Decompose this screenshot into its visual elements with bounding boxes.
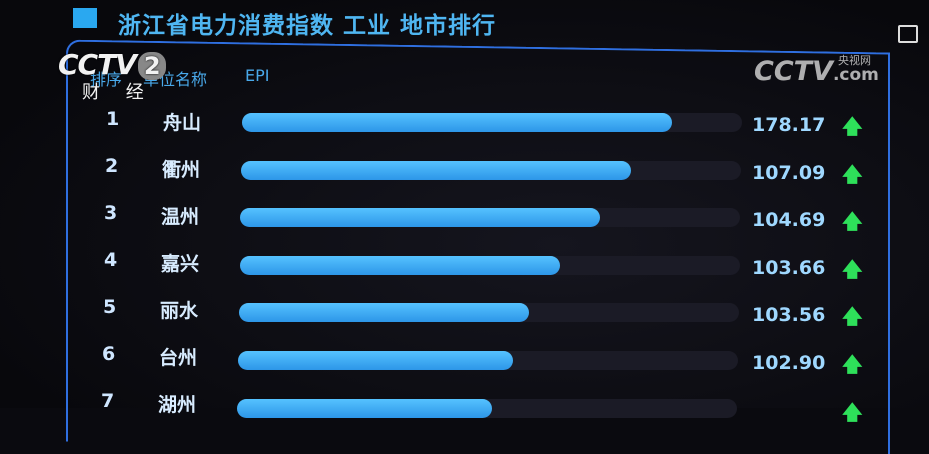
watermark-brand: CCTV — [754, 56, 833, 87]
bar-track — [238, 351, 738, 370]
bar-track — [240, 255, 740, 275]
channel-logo: CCTV 2 — [58, 48, 166, 81]
ranking-row: 2 衢州 107.09 🡅 — [0, 155, 929, 195]
up-arrow-icon: 🡅 — [842, 209, 863, 234]
row-rank: 3 — [104, 202, 118, 224]
watermark-suffix: .com — [832, 65, 879, 85]
row-name: 台州 — [159, 347, 198, 369]
row-value: 102.90 — [752, 352, 826, 374]
up-arrow-icon: 🡅 — [842, 161, 863, 186]
bar-track — [240, 208, 740, 228]
bar-fill — [240, 255, 560, 275]
row-name: 湖州 — [158, 394, 197, 416]
header-rank: 排序 — [90, 70, 123, 89]
row-name: 嘉兴 — [161, 253, 200, 275]
bar-track — [241, 160, 741, 180]
bar-track — [242, 113, 742, 132]
row-rank: 6 — [102, 343, 116, 365]
ranking-row: 6 台州 102.90 🡅 — [0, 343, 929, 383]
ranking-row: 4 嘉兴 103.66 🡅 — [0, 249, 929, 289]
bar-fill — [237, 398, 492, 418]
up-arrow-icon: 🡅 — [842, 399, 863, 424]
row-rank: 2 — [105, 155, 119, 177]
title-marker — [73, 8, 97, 28]
bar-fill — [241, 160, 631, 180]
row-name: 舟山 — [163, 112, 202, 134]
bar-fill — [242, 113, 672, 132]
logo-subtitle: 财 经 — [82, 82, 154, 103]
row-name: 温州 — [161, 206, 200, 228]
logo-brand: CCTV — [58, 48, 137, 81]
up-arrow-icon: 🡅 — [842, 256, 863, 281]
row-name: 丽水 — [160, 300, 199, 322]
row-value: 107.09 — [752, 161, 826, 184]
ranking-row: 1 舟山 178.17 🡅 — [0, 108, 929, 148]
watermark: CCTV.com — [754, 56, 879, 87]
row-rank: 4 — [104, 249, 118, 271]
bar-fill — [238, 351, 513, 370]
ranking-row: 5 丽水 103.56 🡅 — [0, 296, 929, 336]
row-rank: 1 — [106, 108, 120, 130]
row-value: 103.66 — [752, 256, 826, 279]
row-rank: 7 — [101, 390, 115, 412]
header-metric: EPI — [245, 66, 270, 85]
row-value: 103.56 — [752, 304, 826, 327]
picture-in-picture-icon[interactable] — [898, 25, 918, 43]
bar-track — [237, 398, 737, 418]
up-arrow-icon: 🡅 — [842, 114, 863, 138]
ranking-row: 3 温州 104.69 🡅 — [0, 202, 929, 242]
up-arrow-icon: 🡅 — [842, 304, 863, 329]
ranking-row: 7 湖州 🡅 — [0, 390, 929, 430]
row-name: 衢州 — [162, 159, 201, 181]
bar-fill — [239, 303, 529, 323]
row-value: 178.17 — [752, 114, 826, 136]
logo-number: 2 — [137, 52, 166, 80]
bar-fill — [240, 208, 600, 228]
chart-title: 浙江省电力消费指数 工业 地市排行 — [118, 13, 497, 39]
up-arrow-icon: 🡅 — [842, 352, 863, 376]
watermark-label: 央视网 — [838, 54, 871, 67]
bar-track — [239, 303, 739, 323]
row-value: 104.69 — [752, 209, 826, 232]
row-rank: 5 — [103, 296, 117, 318]
